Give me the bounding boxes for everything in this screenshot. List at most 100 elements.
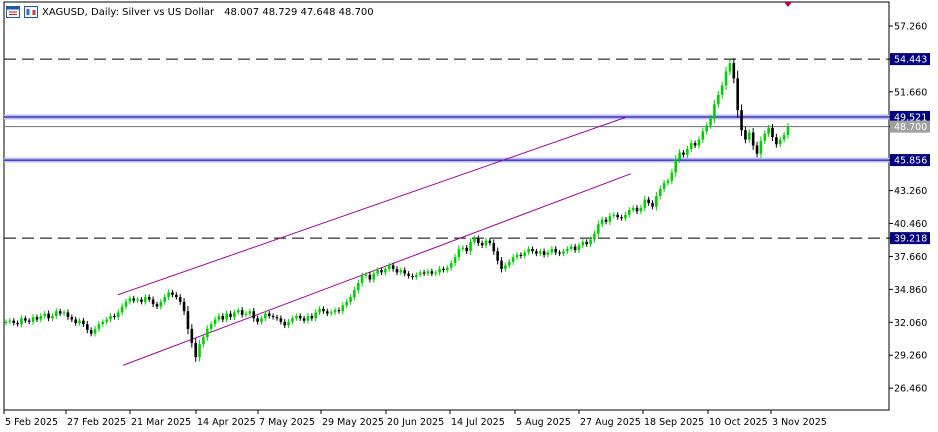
candle-body (457, 248, 461, 258)
candle-body (724, 71, 728, 86)
candle-body (66, 312, 70, 318)
candle-body (16, 322, 19, 325)
candle-body (778, 139, 782, 145)
candle-body (438, 268, 441, 273)
candle-body (275, 317, 279, 319)
candle-body (20, 318, 23, 325)
candle-body (701, 131, 705, 140)
channel-upper-line[interactable] (117, 116, 627, 296)
candle-body (198, 344, 201, 358)
candle-body (488, 240, 492, 244)
candle-body (310, 315, 314, 319)
candle-body (163, 297, 167, 302)
candle-body (682, 152, 685, 155)
candle-body (476, 238, 480, 244)
y-tick-label: 43.260 (894, 186, 927, 197)
candle-body (368, 274, 372, 280)
candle-body (329, 312, 333, 314)
candle-body (562, 251, 565, 254)
candle-body (740, 110, 743, 131)
candle-body (507, 261, 511, 266)
candle-body (380, 270, 383, 273)
candle-body (35, 317, 39, 320)
candle-body (206, 328, 209, 338)
candle-body (55, 311, 58, 316)
candle-body (279, 318, 283, 322)
candle-body (252, 311, 256, 319)
candle-body (643, 199, 647, 208)
candle-body (132, 298, 136, 301)
candle-body (202, 337, 205, 345)
candle-body (74, 319, 77, 323)
candle-body (693, 143, 697, 146)
candle-body (283, 321, 287, 326)
candle-body (314, 312, 318, 319)
chart-window-icon[interactable] (6, 6, 20, 18)
x-tick-label: 20 Jun 2025 (387, 417, 444, 428)
channel-lower-line[interactable] (122, 173, 632, 366)
candle-body (666, 180, 670, 184)
candle-body (647, 199, 650, 204)
candle-body (167, 292, 170, 298)
candle-body (372, 273, 376, 280)
x-tick-label: 5 Aug 2025 (516, 417, 571, 428)
candle-body (593, 233, 596, 240)
candle-body (558, 252, 561, 254)
candle-body (12, 320, 16, 323)
candle-body (287, 321, 290, 326)
candle-body (233, 312, 236, 318)
candle-body (554, 248, 558, 253)
candle-body (597, 224, 600, 234)
candle-body (322, 308, 325, 312)
candle-body (260, 318, 263, 322)
candle-body (589, 239, 592, 245)
last-price-tag (890, 120, 930, 133)
x-tick-label: 27 Feb 2025 (67, 417, 126, 428)
candle-body (500, 260, 503, 269)
candle-body (151, 299, 155, 305)
candle-body (58, 311, 62, 314)
y-tick-label: 40.460 (894, 219, 927, 230)
level-price-tag (890, 53, 930, 66)
chart-properties-icon[interactable] (24, 6, 38, 18)
candle-body (519, 254, 523, 256)
candle-body (473, 238, 476, 242)
candle-body (175, 294, 178, 298)
candle-body (85, 324, 89, 331)
candle-body (418, 272, 422, 275)
candle-body (686, 148, 689, 155)
candle-body (612, 214, 616, 216)
candle-body (302, 318, 306, 321)
candle-body (732, 63, 736, 79)
candle-body (190, 328, 194, 343)
candle-body (8, 320, 12, 322)
candle-body (569, 246, 573, 249)
candle-body (550, 248, 554, 253)
candle-body (391, 265, 395, 269)
level-price-label: 49.521 (894, 112, 927, 123)
candle-body (747, 132, 751, 140)
candle-body (248, 311, 252, 314)
candle-body (627, 210, 631, 215)
candle-body (430, 271, 434, 274)
candle-body (531, 248, 534, 252)
current-bar-marker (784, 2, 792, 7)
candle-body (411, 275, 414, 278)
candle-body (662, 183, 666, 189)
candle-body (600, 219, 604, 225)
candle-body (504, 265, 507, 269)
candle-body (484, 240, 488, 246)
candle-body (705, 125, 709, 132)
candle-body (264, 313, 267, 319)
x-tick-label: 21 Mar 2025 (131, 417, 191, 428)
candle-body (109, 315, 112, 320)
candle-body (581, 241, 585, 246)
candle-body (384, 268, 387, 273)
candle-body (31, 317, 35, 322)
y-tick-label: 57.260 (894, 21, 927, 32)
candle-body (209, 324, 213, 329)
candle-body (442, 268, 445, 271)
candle-body (717, 94, 720, 105)
candle-body (306, 315, 310, 321)
